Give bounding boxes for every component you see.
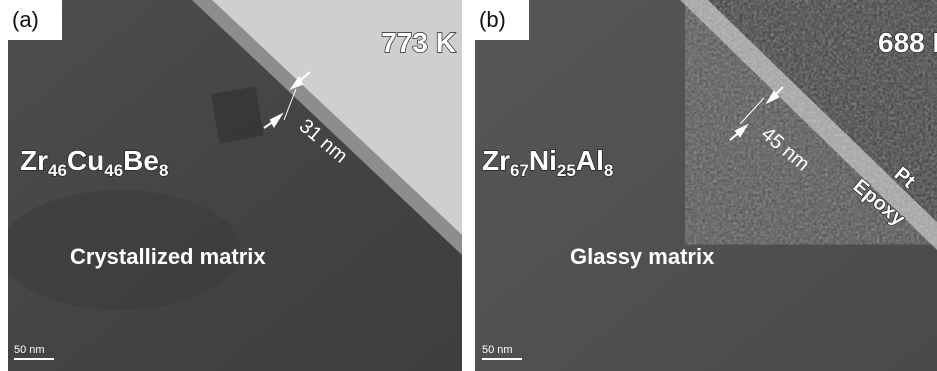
subscript: 8 [159,161,168,180]
matrix-label: Crystallized matrix [70,244,266,269]
panel-label: (a) [12,7,39,32]
subscript: 67 [510,161,529,180]
subscript: 46 [48,161,67,180]
formula: Zr46Cu46Be8 [20,145,168,180]
panel-label: (b) [479,7,506,32]
element: Cu [67,145,104,176]
figure: (a) 773 K 31 nm Zr46Cu46Be8 Crystallized… [0,0,937,371]
element: Zr [482,145,510,176]
scale-bar-label: 50 nm [482,344,513,356]
grain [211,86,264,143]
panel-b: (b) 688 K 45 nm Zr67Ni25Al8 Pt Epoxy Gla… [475,0,937,371]
scale-bar-label: 50 nm [14,344,45,356]
element: Be [123,145,159,176]
matrix-label: Glassy matrix [570,244,715,269]
subscript: 46 [104,161,123,180]
subscript: 8 [604,161,613,180]
temperature: 773 K [381,27,456,58]
panel-a: (a) 773 K 31 nm Zr46Cu46Be8 Crystallized… [0,0,462,371]
temperature: 688 K [878,27,937,58]
subscript: 25 [557,161,576,180]
element: Al [576,145,604,176]
element: Zr [20,145,48,176]
formula: Zr67Ni25Al8 [482,145,613,180]
element: Ni [529,145,557,176]
